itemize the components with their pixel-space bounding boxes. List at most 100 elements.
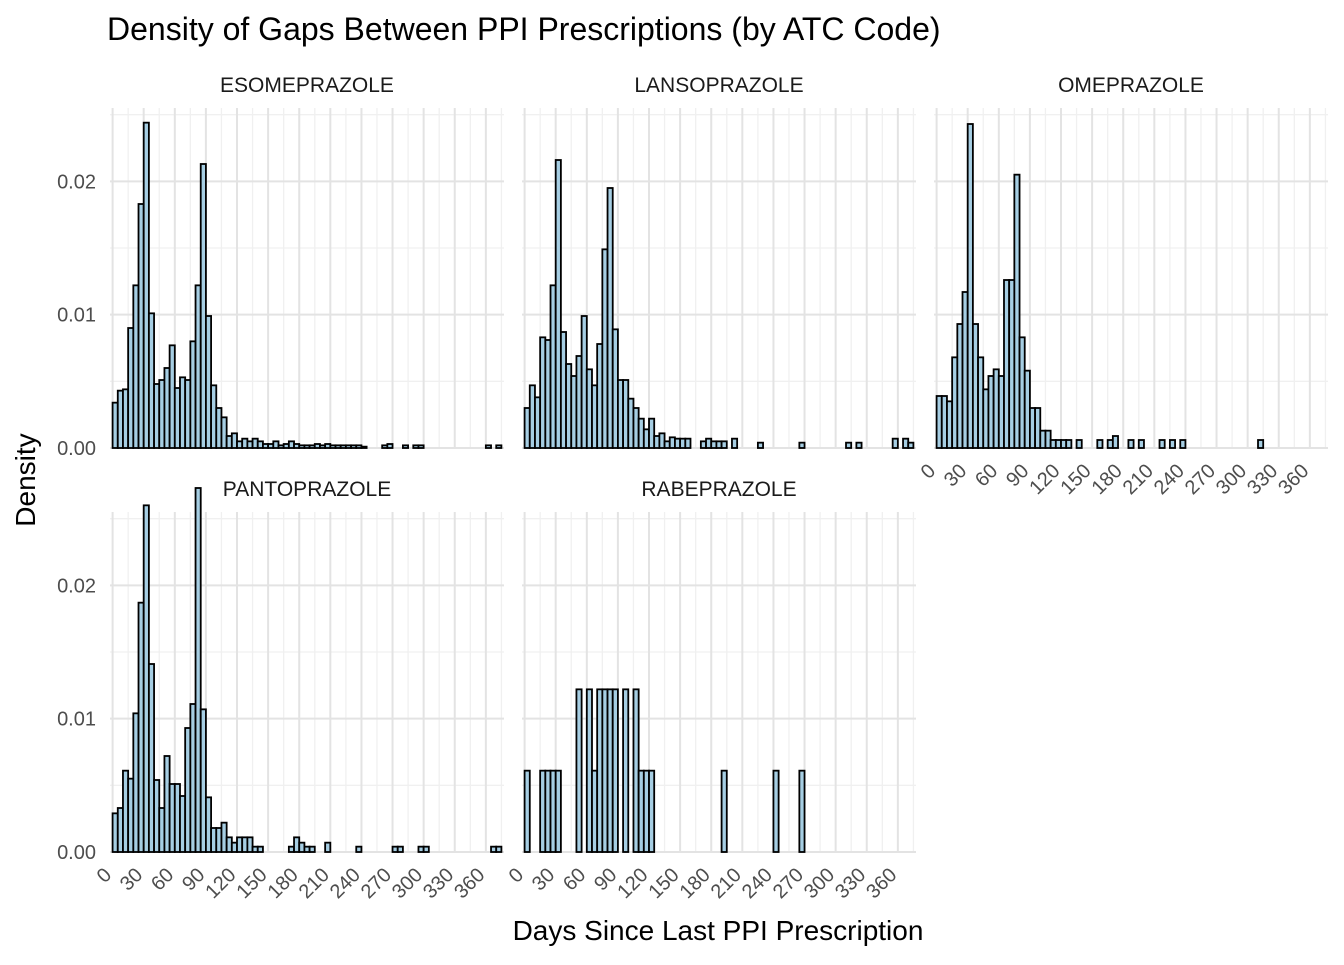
x-tick-label: 300 (1212, 460, 1251, 499)
x-tick-label: 270 (769, 864, 808, 903)
histogram-bar (648, 417, 656, 449)
histogram-bar (142, 121, 150, 449)
histogram-bar (220, 416, 228, 449)
histogram-bar (756, 441, 764, 449)
x-tick-label: 120 (201, 864, 240, 903)
histogram-bar (720, 440, 728, 449)
histogram-bar (855, 441, 863, 449)
chart-title: Density of Gaps Between PPI Prescription… (107, 11, 941, 47)
histogram-bar (484, 444, 492, 449)
x-tick-label: 360 (450, 864, 489, 903)
x-tick-label: 60 (147, 864, 178, 895)
x-tick-label: 240 (738, 864, 777, 903)
histogram-bar (772, 769, 780, 853)
y-axis-label: Density (10, 433, 41, 526)
histogram-bar (147, 663, 155, 853)
histogram-bar (324, 841, 332, 853)
x-tick-label: 240 (326, 864, 365, 903)
facet-panel-lansoprazole: LANSOPRAZOLE (522, 74, 916, 449)
histogram-bar (199, 163, 207, 449)
x-tick-label: 150 (644, 864, 683, 903)
facet-strip-label: LANSOPRAZOLE (634, 74, 803, 97)
x-tick-label: 330 (1243, 460, 1282, 499)
histogram-bar (554, 769, 562, 853)
histogram-bar (907, 441, 915, 449)
histogram-bar (355, 845, 363, 853)
x-tick-label: 210 (295, 864, 334, 903)
histogram-bar (256, 845, 264, 853)
histogram-bar (554, 159, 562, 449)
x-tick-label: 180 (1088, 460, 1127, 499)
histogram-bar (622, 688, 630, 853)
histogram-bar (1065, 439, 1073, 449)
x-tick-label: 360 (1274, 460, 1313, 499)
histogram-bar (1137, 439, 1145, 449)
histogram-bar (417, 444, 425, 449)
facet-strip-label: RABEPRAZOLE (641, 478, 796, 501)
facet-strip-label: PANTOPRAZOLE (223, 478, 391, 501)
facet-strip-label: OMEPRAZOLE (1058, 74, 1204, 97)
histogram-bar (396, 845, 404, 853)
histogram-bar (684, 437, 692, 449)
histogram-bar (194, 487, 202, 853)
histogram-bar (648, 769, 656, 853)
y-tick-label: 0.02 (57, 171, 96, 193)
histogram-bar (798, 769, 806, 853)
histogram-bar (1034, 407, 1042, 449)
histogram-bar (611, 688, 619, 853)
x-tick-label: 330 (419, 864, 458, 903)
x-tick-label: 30 (116, 864, 147, 895)
y-tick-label: 0.00 (57, 842, 96, 864)
facet-panel-esomeprazole: ESOMEPRAZOLE 0.00 0.01 0.02 (57, 74, 504, 460)
histogram-bar (798, 441, 806, 449)
histogram-bar (199, 708, 207, 853)
y-tick-label: 0.01 (57, 709, 96, 731)
x-axis-label: Days Since Last PPI Prescription (513, 915, 924, 946)
histogram-bar (731, 437, 739, 449)
x-tick-label: 240 (1150, 460, 1189, 499)
x-tick-label: 270 (1181, 460, 1220, 499)
histogram-bar (308, 845, 316, 853)
histogram-bar (523, 769, 531, 853)
histogram-bar (1013, 173, 1021, 449)
x-tick-label: 360 (862, 864, 901, 903)
histogram-bar (575, 688, 583, 853)
x-tick-label: 0 (93, 864, 116, 887)
x-tick-label: 60 (559, 864, 590, 895)
histogram-bar (205, 796, 212, 853)
histogram-bar (1179, 439, 1187, 449)
x-tick-label: 150 (232, 864, 271, 903)
facet-strip-label: ESOMEPRAZOLE (220, 74, 394, 97)
x-tick-label: 180 (676, 864, 715, 903)
histogram-bar (1096, 439, 1104, 449)
x-tick-label: 300 (388, 864, 427, 903)
x-tick-label: 120 (613, 864, 652, 903)
histogram-bar (360, 445, 368, 449)
histogram-bar (845, 441, 853, 449)
x-tick-label: 210 (707, 864, 746, 903)
histogram-bar (606, 187, 614, 449)
y-tick-label: 0.02 (57, 575, 96, 597)
x-tick-label: 0 (505, 864, 528, 887)
x-tick-label: 120 (1025, 460, 1064, 499)
histogram-bar (495, 444, 503, 449)
histogram-bar (1111, 435, 1119, 449)
histogram-bar (720, 769, 728, 853)
histogram-bar (422, 845, 430, 853)
x-tick-label: 330 (831, 864, 870, 903)
histogram-bar (1075, 439, 1083, 449)
x-tick-label: 300 (800, 864, 839, 903)
histogram-bar (402, 444, 409, 449)
y-tick-label: 0.01 (57, 305, 96, 327)
histogram-bar (246, 836, 254, 853)
histogram-bar (205, 315, 212, 449)
histogram-bar (386, 443, 394, 449)
x-tick-label: 60 (971, 460, 1002, 491)
x-tick-label: 150 (1056, 460, 1095, 499)
x-tick-label: 210 (1119, 460, 1158, 499)
histogram-bar (1127, 439, 1135, 449)
